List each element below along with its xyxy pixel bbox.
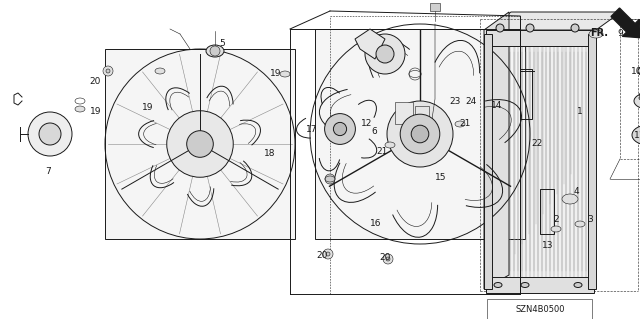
- Circle shape: [167, 111, 233, 177]
- Bar: [105, 49, 295, 239]
- Text: 13: 13: [542, 241, 554, 249]
- Ellipse shape: [589, 30, 603, 38]
- Bar: [315, 29, 525, 239]
- Polygon shape: [355, 29, 385, 59]
- Circle shape: [383, 254, 393, 264]
- Text: FR.: FR.: [590, 28, 608, 38]
- Ellipse shape: [562, 194, 578, 204]
- Circle shape: [376, 45, 394, 63]
- Bar: [486, 30, 594, 46]
- Ellipse shape: [494, 283, 502, 287]
- Ellipse shape: [634, 93, 640, 109]
- Circle shape: [326, 252, 330, 256]
- Text: 20: 20: [90, 77, 100, 85]
- Polygon shape: [486, 12, 621, 30]
- Circle shape: [323, 249, 333, 259]
- Polygon shape: [611, 8, 640, 38]
- Text: 11: 11: [634, 130, 640, 139]
- Ellipse shape: [155, 68, 165, 74]
- Ellipse shape: [75, 106, 85, 112]
- Circle shape: [187, 131, 213, 157]
- Circle shape: [412, 125, 429, 143]
- Text: 21: 21: [460, 120, 470, 129]
- Text: 18: 18: [264, 150, 276, 159]
- Circle shape: [28, 112, 72, 156]
- Circle shape: [210, 46, 220, 56]
- Bar: [486, 277, 594, 293]
- Circle shape: [365, 34, 405, 74]
- Text: 3: 3: [587, 214, 593, 224]
- Text: 1: 1: [577, 108, 583, 116]
- Ellipse shape: [632, 125, 640, 145]
- Text: 22: 22: [531, 139, 543, 149]
- Text: 19: 19: [90, 107, 102, 115]
- Text: 24: 24: [465, 97, 477, 106]
- Text: 19: 19: [142, 102, 154, 112]
- Bar: [540, 189, 554, 234]
- Text: 9: 9: [617, 28, 623, 38]
- Bar: [415, 106, 429, 124]
- Text: 7: 7: [45, 167, 51, 175]
- Text: 20: 20: [380, 253, 390, 262]
- Circle shape: [571, 24, 579, 32]
- Circle shape: [333, 122, 347, 136]
- Text: 15: 15: [435, 173, 447, 182]
- Text: 23: 23: [449, 98, 461, 107]
- Text: 2: 2: [553, 214, 559, 224]
- Text: 4: 4: [573, 188, 579, 197]
- Bar: [395, 102, 413, 124]
- Ellipse shape: [575, 221, 585, 227]
- Text: 16: 16: [371, 219, 381, 227]
- Circle shape: [400, 114, 440, 154]
- Ellipse shape: [455, 121, 465, 127]
- Bar: [520, 69, 532, 119]
- Text: 10: 10: [631, 66, 640, 76]
- Circle shape: [103, 66, 113, 76]
- Text: 14: 14: [492, 101, 502, 110]
- Ellipse shape: [574, 283, 582, 287]
- Circle shape: [324, 114, 355, 145]
- Bar: [588, 34, 596, 289]
- Text: 12: 12: [362, 120, 372, 129]
- Text: 5: 5: [219, 39, 225, 48]
- Bar: [484, 34, 492, 289]
- Ellipse shape: [521, 283, 529, 287]
- Circle shape: [526, 24, 534, 32]
- Ellipse shape: [280, 71, 290, 77]
- Bar: [487, 299, 592, 319]
- Bar: [430, 3, 440, 11]
- Circle shape: [496, 24, 504, 32]
- Circle shape: [386, 257, 390, 261]
- Circle shape: [39, 123, 61, 145]
- Text: 8: 8: [637, 93, 640, 101]
- Circle shape: [106, 69, 110, 73]
- Text: 17: 17: [307, 124, 317, 133]
- Polygon shape: [484, 12, 509, 289]
- Circle shape: [325, 174, 335, 184]
- Text: 20: 20: [316, 251, 328, 261]
- Ellipse shape: [385, 142, 395, 148]
- Text: SZN4B0500: SZN4B0500: [515, 305, 564, 314]
- Text: 6: 6: [371, 127, 377, 136]
- Text: 19: 19: [270, 69, 282, 78]
- Circle shape: [387, 101, 453, 167]
- Bar: [490, 34, 590, 289]
- Ellipse shape: [638, 65, 640, 77]
- Ellipse shape: [206, 45, 224, 57]
- Ellipse shape: [551, 226, 561, 232]
- Text: 21: 21: [376, 147, 388, 157]
